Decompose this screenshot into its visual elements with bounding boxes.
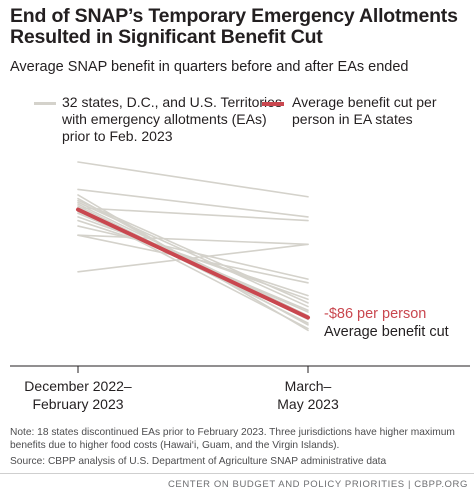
legend-states-label: 32 states, D.C., and U.S. Territories wi… [62, 94, 292, 145]
x-tick-label-start-line-2: February 2023 [32, 396, 123, 412]
title-line-1: End of SNAP’s Temporary Emergency Allotm… [10, 5, 458, 27]
x-tick-label-end-line-1: March– [285, 378, 332, 394]
state-line [77, 188, 309, 218]
state-lines-group [77, 161, 309, 332]
state-line [77, 206, 309, 222]
annotation-label: Average benefit cut [324, 324, 449, 340]
legend-states-line-2: with emergency allotments (EAs) [62, 111, 267, 127]
state-line [77, 161, 309, 198]
x-tick-label-start-line-1: December 2022– [24, 378, 132, 394]
chart-title: End of SNAP’s Temporary Emergency Allotm… [10, 6, 470, 48]
x-tick-label-end-line-2: May 2023 [277, 396, 339, 412]
legend-average-label: Average benefit cut per person in EA sta… [292, 94, 472, 128]
legend-average-line-1: Average benefit cut per [292, 94, 437, 110]
legend-states-swatch [34, 102, 56, 105]
footer-divider [0, 473, 474, 474]
state-line [77, 234, 309, 246]
annotation-value: -$86 per person [324, 306, 426, 322]
chart-source: Source: CBPP analysis of U.S. Department… [10, 456, 387, 467]
average-benefit-line [76, 207, 310, 320]
footer-credit: CENTER ON BUDGET AND POLICY PRIORITIES |… [167, 479, 468, 490]
legend-states-line-3: prior to Feb. 2023 [62, 128, 173, 144]
legend-average-line-2: person in EA states [292, 111, 413, 127]
chart-note: Note: 18 states discontinued EAs prior t… [10, 427, 455, 451]
legend-average-swatch [262, 102, 284, 106]
state-line [77, 203, 309, 317]
state-line [77, 225, 309, 280]
legend-states-line-1: 32 states, D.C., and U.S. Territories [62, 94, 282, 110]
title-line-2: Resulted in Significant Benefit Cut [10, 26, 323, 48]
chart-subtitle: Average SNAP benefit in quarters before … [10, 59, 409, 75]
state-line [77, 234, 309, 284]
line-chart: December 2022– February 2023 March– May … [10, 161, 470, 412]
